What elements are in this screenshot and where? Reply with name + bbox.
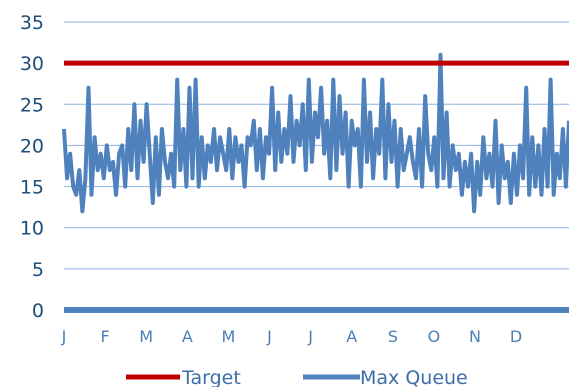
x-tick-label: S	[388, 327, 398, 346]
x-tick-label: A	[346, 327, 357, 346]
x-tick-label: J	[307, 327, 313, 346]
y-tick-label: 35	[20, 12, 44, 34]
legend-label-max-queue: Max Queue	[360, 367, 468, 387]
x-tick-label: J	[266, 327, 272, 346]
x-tick-label: N	[469, 327, 481, 346]
y-tick-label: 10	[20, 218, 44, 240]
y-tick-label: 25	[20, 94, 44, 116]
x-tick-label: O	[428, 327, 441, 346]
legend-label-target: Target	[181, 367, 241, 387]
x-tick-label: M	[221, 327, 235, 346]
x-tick-label: J	[61, 327, 67, 346]
y-tick-label: 0	[32, 300, 44, 322]
legend: Target Max Queue	[126, 367, 468, 387]
y-axis-ticks: 0 5 10 15 20 25 30 35	[20, 12, 44, 322]
y-tick-label: 5	[32, 259, 44, 281]
x-tick-label: D	[510, 327, 522, 346]
y-tick-label: 20	[20, 135, 44, 157]
y-tick-label: 30	[20, 53, 44, 75]
y-tick-label: 15	[20, 177, 44, 199]
series-line-max-queue	[62, 52, 569, 214]
plot-series	[62, 52, 569, 313]
x-tick-label: M	[139, 327, 153, 346]
x-tick-label: A	[182, 327, 193, 346]
x-tick-label: F	[100, 327, 109, 346]
